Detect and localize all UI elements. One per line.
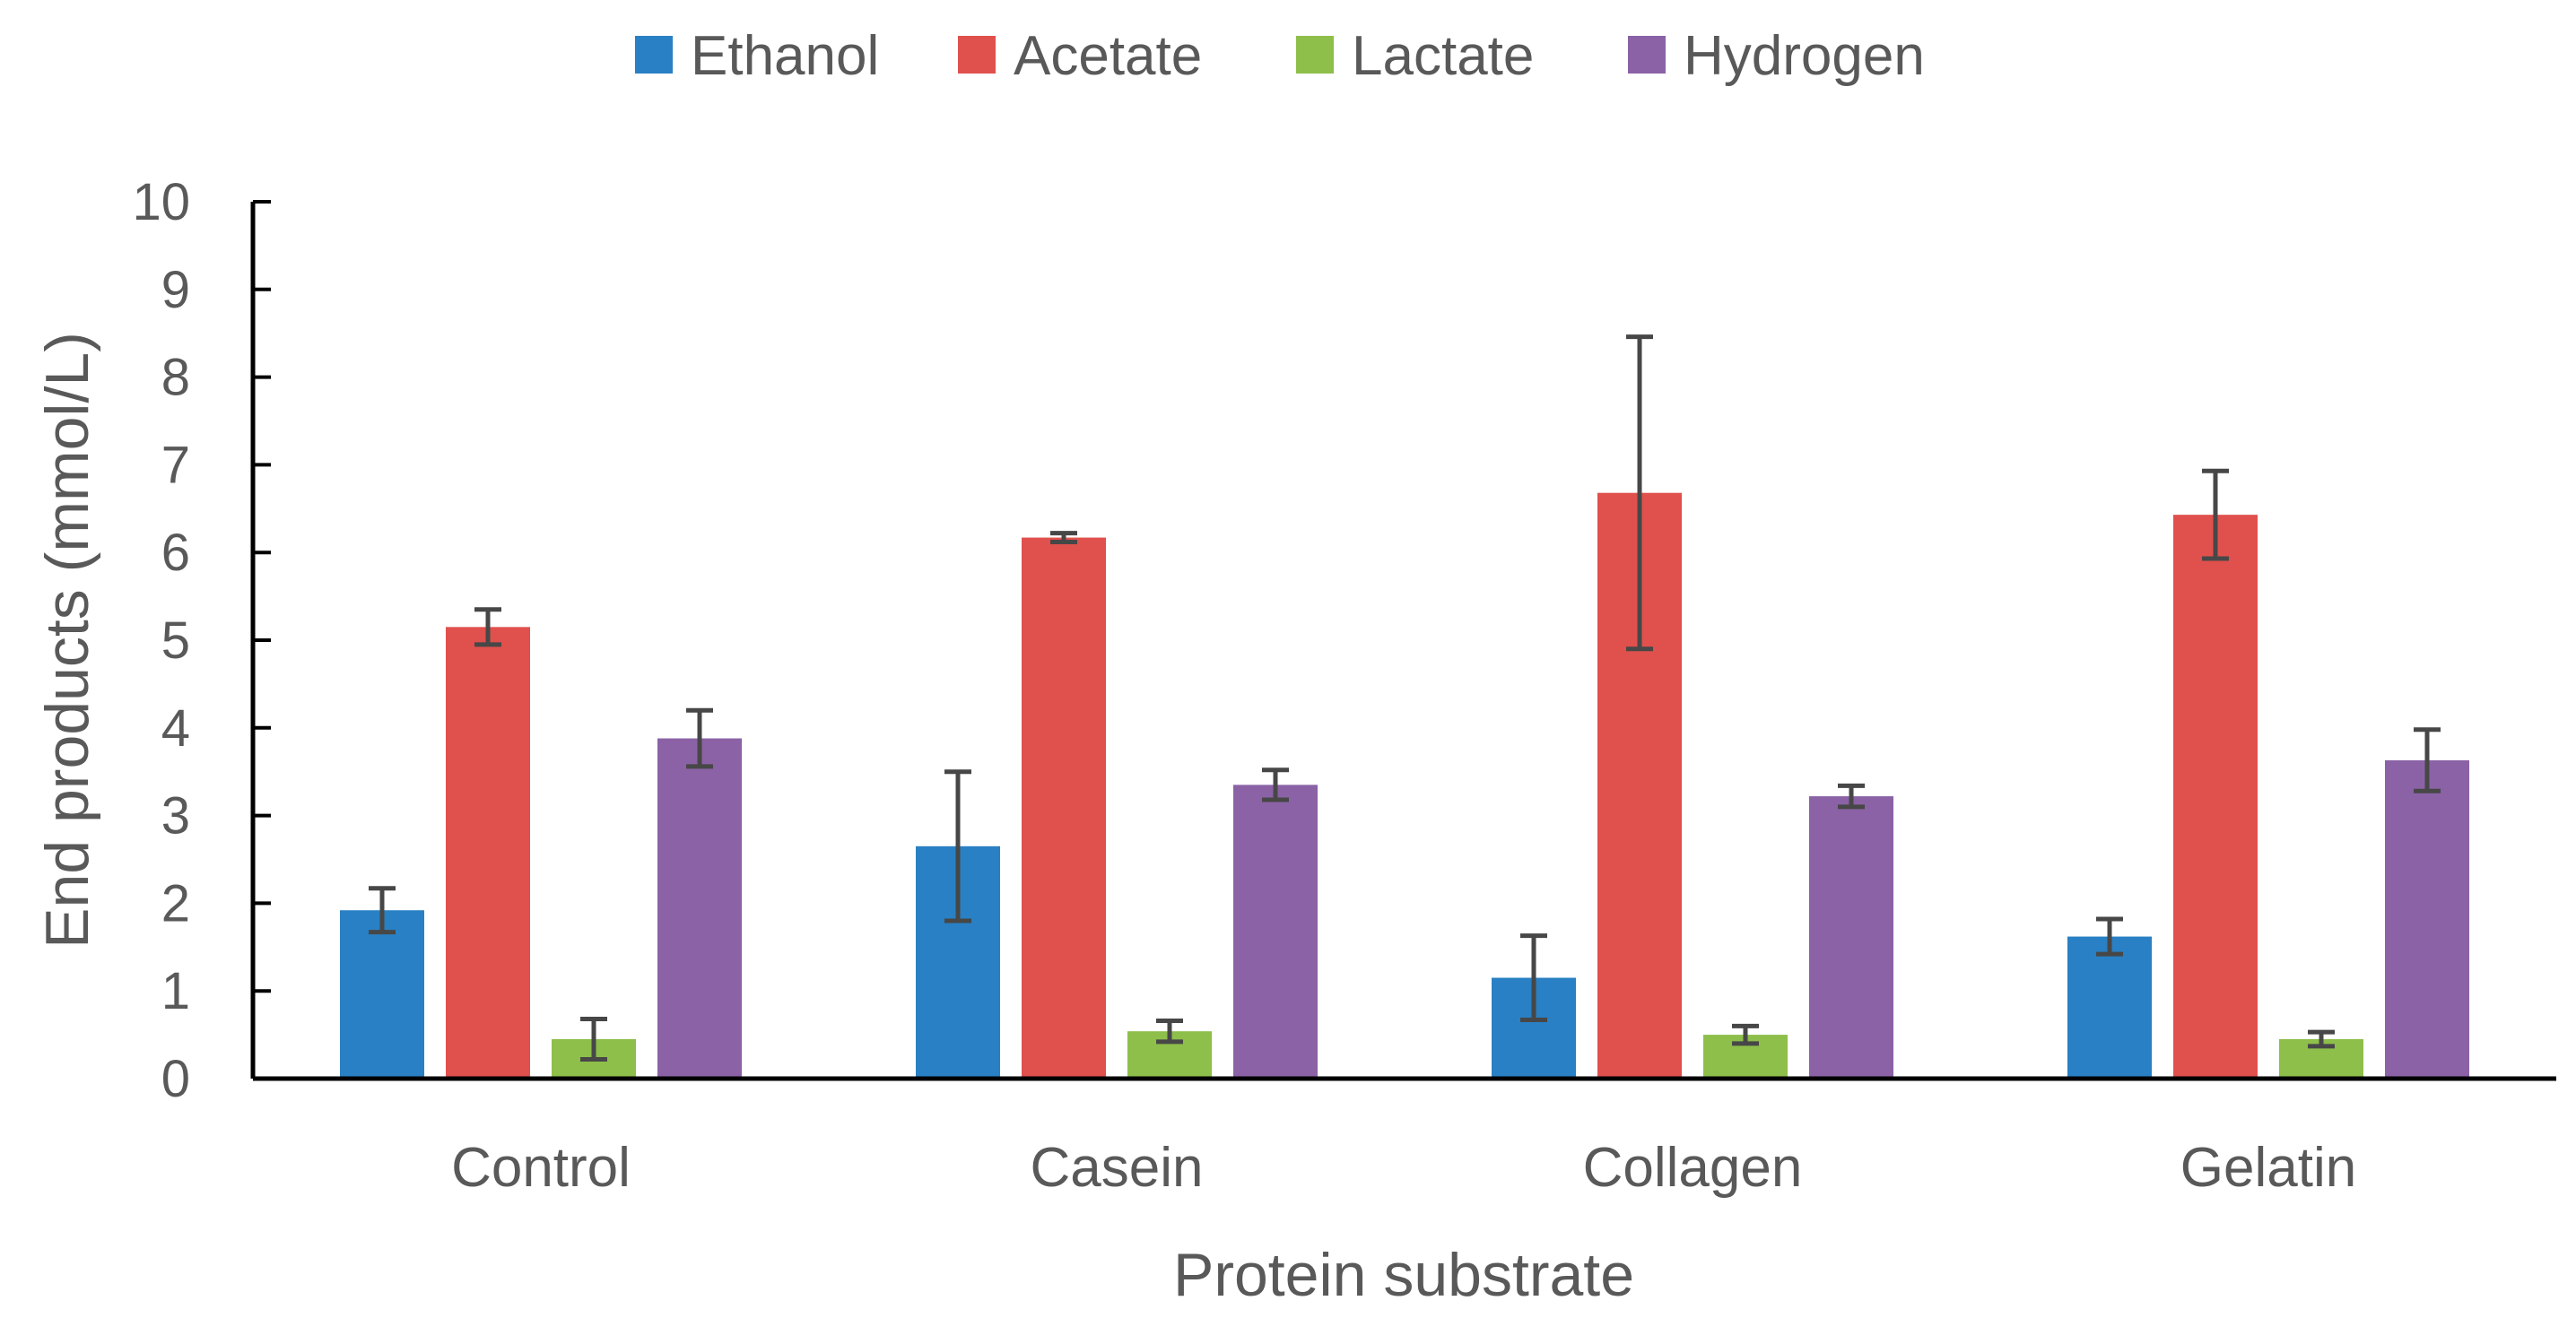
y-tick-label: 9 [161,261,190,319]
error-bar-ethanol-casein [944,769,971,923]
bar-acetate-control [446,627,530,1079]
x-axis-title: Protein substrate [1173,1241,1634,1309]
error-bar-hydrogen-control [686,707,713,769]
y-tick-label: 3 [161,787,190,845]
legend-swatch-hydrogen [1628,36,1666,74]
y-tick-label: 7 [161,436,190,494]
x-category-label-casein: Casein [1031,1137,1204,1199]
error-bar-acetate-casein [1050,531,1077,544]
axes [250,202,2556,1081]
error-bar-lactate-gelatin [2308,1029,2335,1049]
bar-hydrogen-control [657,738,742,1079]
legend-swatch-lactate [1296,36,1334,74]
bar-ethanol-control [340,910,424,1079]
y-tick-label: 2 [161,874,190,932]
x-category-label-gelatin: Gelatin [2180,1137,2356,1199]
error-bars [369,334,2441,1062]
y-tick-label: 0 [161,1050,190,1108]
y-tick-label: 6 [161,524,190,582]
bar-acetate-casein [1022,537,1106,1079]
error-bar-acetate-control [474,607,501,647]
bar-ethanol-gelatin [2067,936,2152,1079]
y-axis-title: End products (mmol/L) [33,332,101,949]
error-bar-hydrogen-casein [1262,767,1289,802]
x-axis-categories: Control Casein Collagen Gelatin [451,1137,2356,1199]
y-tick-label: 5 [161,611,190,670]
y-tick-label: 10 [132,173,190,231]
error-bar-ethanol-collagen [1520,933,1547,1022]
error-bar-ethanol-control [369,886,396,935]
error-bar-ethanol-gelatin [2096,916,2123,957]
bar-hydrogen-gelatin [2385,759,2469,1079]
legend-label-acetate: Acetate [1014,25,1202,87]
error-bar-lactate-control [580,1016,607,1062]
bar-hydrogen-casein [1233,785,1318,1079]
y-tick-label: 8 [161,349,190,407]
error-bar-hydrogen-collagen [1838,783,1865,810]
y-tick-label: 1 [161,962,190,1020]
x-category-label-collagen: Collagen [1583,1137,1803,1199]
error-bar-acetate-collagen [1626,334,1653,652]
legend-label-lactate: Lactate [1352,25,1534,87]
legend-swatch-ethanol [635,36,673,74]
error-bar-lactate-casein [1156,1018,1183,1045]
x-category-label-control: Control [451,1137,631,1199]
error-bar-acetate-gelatin [2202,468,2229,561]
y-axis-ticks: 0 1 2 3 4 5 6 7 8 9 10 [132,173,271,1108]
bar-acetate-gelatin [2173,515,2258,1079]
error-bar-hydrogen-gelatin [2414,727,2441,793]
legend-label-ethanol: Ethanol [691,25,879,87]
legend-label-hydrogen: Hydrogen [1684,25,1925,87]
y-tick-label: 4 [161,699,190,758]
bars [340,492,2469,1079]
legend-swatch-acetate [958,36,996,74]
legend: Ethanol Acetate Lactate Hydrogen [635,25,1925,87]
bar-hydrogen-collagen [1809,796,1893,1079]
error-bar-lactate-collagen [1732,1023,1759,1046]
